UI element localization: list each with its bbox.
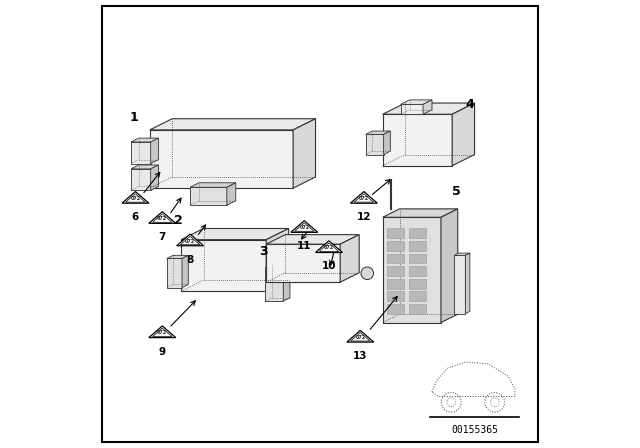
Polygon shape	[387, 279, 404, 289]
Polygon shape	[383, 114, 452, 166]
Polygon shape	[452, 103, 475, 166]
Polygon shape	[340, 235, 359, 282]
Polygon shape	[409, 254, 426, 263]
Text: 072: 072	[157, 216, 168, 221]
Polygon shape	[401, 100, 432, 104]
Polygon shape	[227, 183, 236, 205]
Polygon shape	[365, 131, 390, 134]
Text: 10: 10	[322, 262, 336, 271]
Text: 13: 13	[353, 351, 367, 361]
Polygon shape	[465, 253, 470, 314]
Polygon shape	[150, 130, 293, 188]
Polygon shape	[131, 165, 159, 169]
Polygon shape	[387, 254, 404, 263]
Text: 11: 11	[297, 241, 312, 251]
Polygon shape	[150, 119, 316, 130]
Polygon shape	[131, 142, 150, 164]
Text: 6: 6	[132, 212, 139, 222]
Polygon shape	[181, 228, 289, 240]
Polygon shape	[423, 100, 432, 114]
Polygon shape	[131, 138, 159, 142]
Text: 7: 7	[159, 233, 166, 242]
Polygon shape	[351, 192, 378, 203]
Polygon shape	[293, 119, 316, 188]
Polygon shape	[454, 253, 470, 255]
Text: 072: 072	[355, 335, 365, 340]
Text: 072: 072	[359, 196, 369, 201]
Polygon shape	[387, 228, 404, 238]
Polygon shape	[150, 138, 159, 164]
Polygon shape	[291, 221, 317, 233]
Polygon shape	[454, 255, 465, 314]
Polygon shape	[131, 169, 150, 190]
Polygon shape	[316, 241, 342, 253]
Text: 4: 4	[465, 98, 474, 111]
Polygon shape	[167, 255, 188, 258]
Text: 00155365: 00155365	[451, 425, 498, 435]
Polygon shape	[409, 241, 426, 251]
Text: 2: 2	[174, 214, 183, 227]
Polygon shape	[167, 258, 182, 288]
Polygon shape	[347, 331, 374, 342]
Text: 12: 12	[356, 212, 371, 222]
Polygon shape	[383, 217, 441, 323]
Polygon shape	[177, 234, 204, 246]
Text: 1: 1	[129, 111, 138, 124]
Polygon shape	[181, 240, 266, 291]
Circle shape	[361, 267, 374, 280]
Polygon shape	[387, 241, 404, 251]
Text: 5: 5	[452, 185, 461, 198]
Text: 8: 8	[186, 255, 194, 265]
Text: 072: 072	[300, 225, 309, 230]
Polygon shape	[409, 228, 426, 238]
Polygon shape	[409, 291, 426, 301]
Text: 3: 3	[260, 246, 268, 258]
Polygon shape	[441, 209, 458, 323]
Polygon shape	[383, 209, 458, 217]
Polygon shape	[150, 165, 159, 190]
Polygon shape	[409, 266, 426, 276]
Polygon shape	[387, 304, 404, 314]
Polygon shape	[383, 131, 390, 155]
Polygon shape	[284, 264, 290, 301]
Polygon shape	[401, 104, 423, 114]
Polygon shape	[149, 212, 176, 224]
Polygon shape	[387, 266, 404, 276]
Polygon shape	[409, 279, 426, 289]
Polygon shape	[387, 291, 404, 301]
Text: 072: 072	[324, 245, 334, 250]
Polygon shape	[266, 244, 340, 282]
Text: 072: 072	[185, 238, 195, 244]
Text: 072: 072	[157, 330, 168, 336]
Polygon shape	[266, 264, 290, 267]
Polygon shape	[409, 304, 426, 314]
Polygon shape	[122, 192, 149, 203]
Polygon shape	[383, 103, 475, 114]
Polygon shape	[266, 235, 359, 244]
Text: 9: 9	[159, 347, 166, 357]
Polygon shape	[266, 267, 284, 301]
Polygon shape	[365, 134, 383, 155]
Polygon shape	[149, 326, 176, 338]
Polygon shape	[266, 228, 289, 291]
Polygon shape	[190, 183, 236, 187]
Text: 072: 072	[131, 196, 141, 201]
Polygon shape	[182, 255, 188, 288]
Polygon shape	[190, 187, 227, 205]
